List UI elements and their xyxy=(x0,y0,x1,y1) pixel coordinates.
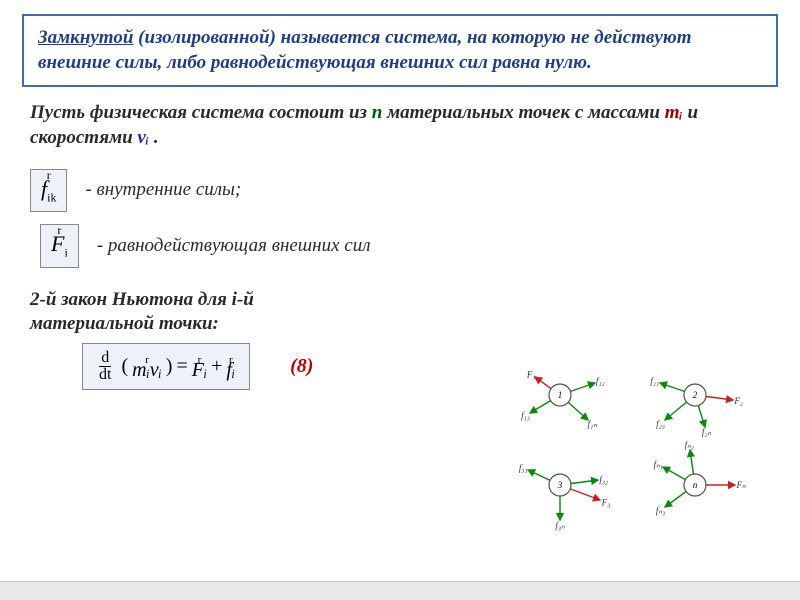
svg-text:3: 3 xyxy=(557,480,563,490)
internal-force-row: r fik - внутренние силы; xyxy=(30,169,770,212)
slide-content: Замкнутой (изолированной) называется сис… xyxy=(0,0,800,404)
svg-text:Fₙ: Fₙ xyxy=(735,480,745,490)
svg-text:F₃: F₃ xyxy=(601,497,611,507)
svg-text:fₙ₁: fₙ₁ xyxy=(654,459,663,469)
svg-text:F₁: F₁ xyxy=(526,369,536,379)
derivative-fraction: d dt xyxy=(97,350,113,383)
svg-text:1: 1 xyxy=(558,390,563,400)
internal-force-label: - внутренние силы; xyxy=(85,179,241,201)
svg-text:f₂₃: f₂₃ xyxy=(656,419,665,429)
svg-text:fₙ₂: fₙ₂ xyxy=(685,440,694,450)
definition-text: Замкнутой (изолированной) называется сис… xyxy=(38,26,762,75)
definition-rest: (изолированной) называется система, на к… xyxy=(38,27,692,73)
definition-lead: Замкнутой xyxy=(38,27,133,48)
intro-paragraph: Пусть физическая система состоит из n ма… xyxy=(30,101,770,150)
internal-force-symbol: r fik xyxy=(30,169,67,212)
svg-text:f₂ₙ: f₂ₙ xyxy=(702,427,712,437)
svg-text:n: n xyxy=(693,480,698,490)
external-force-row: r Fi - равнодействующая внешних сил xyxy=(40,224,770,267)
svg-text:F₂: F₂ xyxy=(733,396,743,406)
footer-bar xyxy=(0,581,800,600)
svg-text:f₁₃: f₁₃ xyxy=(521,411,530,421)
svg-text:2: 2 xyxy=(693,390,698,400)
newton-label: 2-й закон Ньютона для i-й материальной т… xyxy=(30,288,350,337)
newton-section: 2-й закон Ньютона для i-й материальной т… xyxy=(30,288,770,337)
svg-text:fₙ₃: fₙ₃ xyxy=(656,505,665,515)
external-force-symbol: r Fi xyxy=(40,224,79,267)
external-force-label: - равнодействующая внешних сил xyxy=(97,235,371,257)
force-diagram: f₁₂ f₁₃ f₁ₙ F₁ f₂₁ f₂₃ f₂ₙ F₂ f₃₁ f₃₂ f₃ₙ F₃ fₙ₁ fₙ₂ f… xyxy=(510,360,770,540)
svg-text:f₁ₙ: f₁ₙ xyxy=(588,419,598,429)
svg-text:f₂₁: f₂₁ xyxy=(650,376,659,386)
svg-text:f₃₂: f₃₂ xyxy=(599,474,608,484)
svg-text:f₁₂: f₁₂ xyxy=(596,376,605,386)
definition-box: Замкнутой (изолированной) называется сис… xyxy=(22,14,778,87)
equation-box: d dt ( rmᵢvᵢ ) = rFᵢ + rfᵢ xyxy=(82,343,250,390)
svg-text:f₃₁: f₃₁ xyxy=(519,463,528,473)
svg-text:f₃ₙ: f₃ₙ xyxy=(555,520,565,530)
equation-number: (8) xyxy=(290,355,313,378)
